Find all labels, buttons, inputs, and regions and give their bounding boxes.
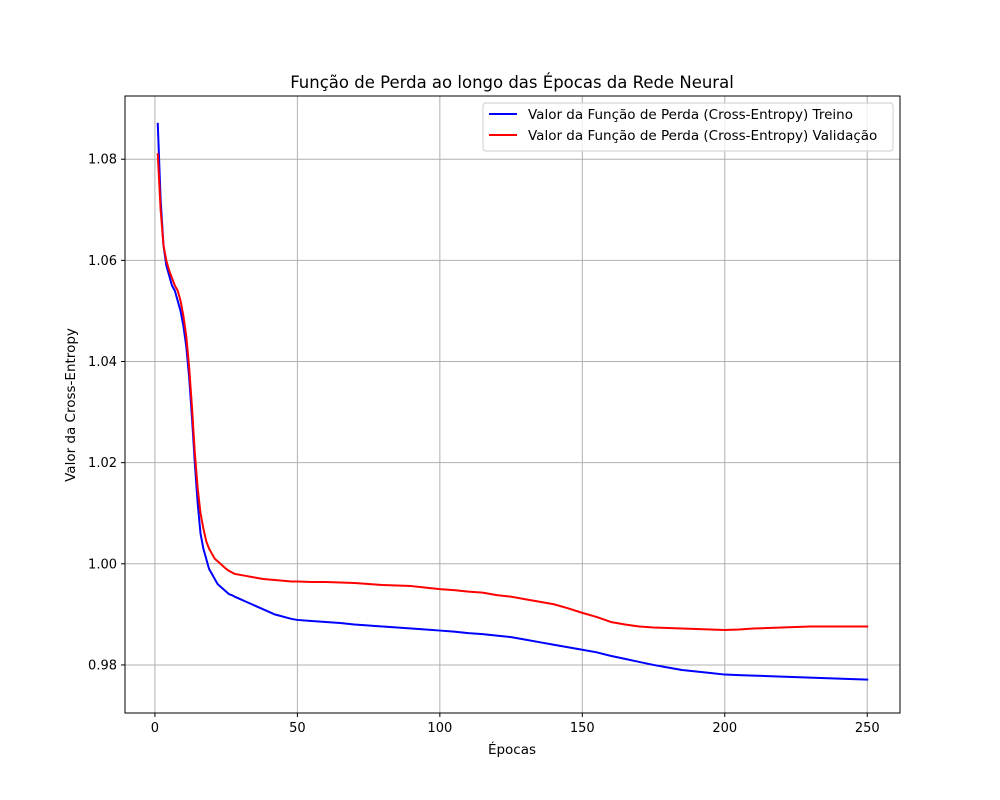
y-tick-label: 1.04 — [88, 355, 117, 370]
y-grid — [125, 158, 900, 666]
legend-label-treino: Valor da Função de Perda (Cross-Entropy)… — [528, 107, 853, 123]
y-tick-label: 1.00 — [88, 557, 117, 572]
x-axis-label: Épocas — [488, 741, 536, 758]
x-tick-label: 150 — [570, 721, 595, 736]
chart-plot-area — [124, 95, 901, 714]
x-tick-label: 50 — [289, 721, 306, 736]
y-tick-label: 1.02 — [88, 456, 117, 471]
y-tick-label: 1.08 — [88, 153, 117, 168]
legend-box — [482, 102, 894, 152]
y-tick-label: 1.06 — [88, 254, 117, 269]
plot-frame — [124, 95, 901, 714]
chart-title: Função de Perda ao longo das Épocas da R… — [290, 73, 734, 92]
x-grid — [154, 96, 868, 713]
x-tick-label: 200 — [712, 721, 737, 736]
series-line-validacao — [156, 153, 869, 632]
series-layer — [156, 122, 869, 681]
chart-legend: Valor da Função de Perda (Cross-Entropy)… — [482, 102, 894, 152]
y-axis-label: Valor da Cross-Entropy — [63, 328, 79, 482]
x-axis: 0 50 100 150 200 250 — [151, 713, 880, 736]
legend-label-validacao: Valor da Função de Perda (Cross-Entropy)… — [528, 128, 877, 144]
y-tick-label: 0.98 — [88, 658, 117, 673]
x-tick-label: 100 — [427, 721, 452, 736]
x-tick-label: 250 — [855, 721, 880, 736]
y-axis: 0.98 1.00 1.02 1.04 1.06 1.08 — [88, 153, 125, 673]
x-tick-label: 0 — [151, 721, 159, 736]
